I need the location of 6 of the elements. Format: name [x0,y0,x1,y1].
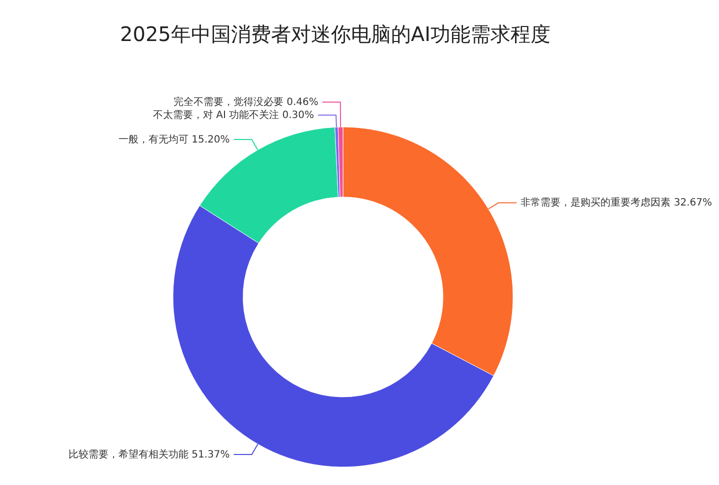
chart-title: 2025年中国消费者对迷你电脑的AI功能需求程度 [120,22,550,46]
slice-label: 一般，有无均可 15.20% [118,134,230,146]
slice-label: 不太需要，对 AI 功能不关注 0.30% [152,109,314,122]
slice-label: 非常需要，是购买的重要考虑因素 32.67% [520,196,712,209]
slice-label: 比较需要，希望有相关功能 51.37% [68,448,230,460]
slice-label: 完全不需要，觉得没必要 0.46% [173,96,318,108]
